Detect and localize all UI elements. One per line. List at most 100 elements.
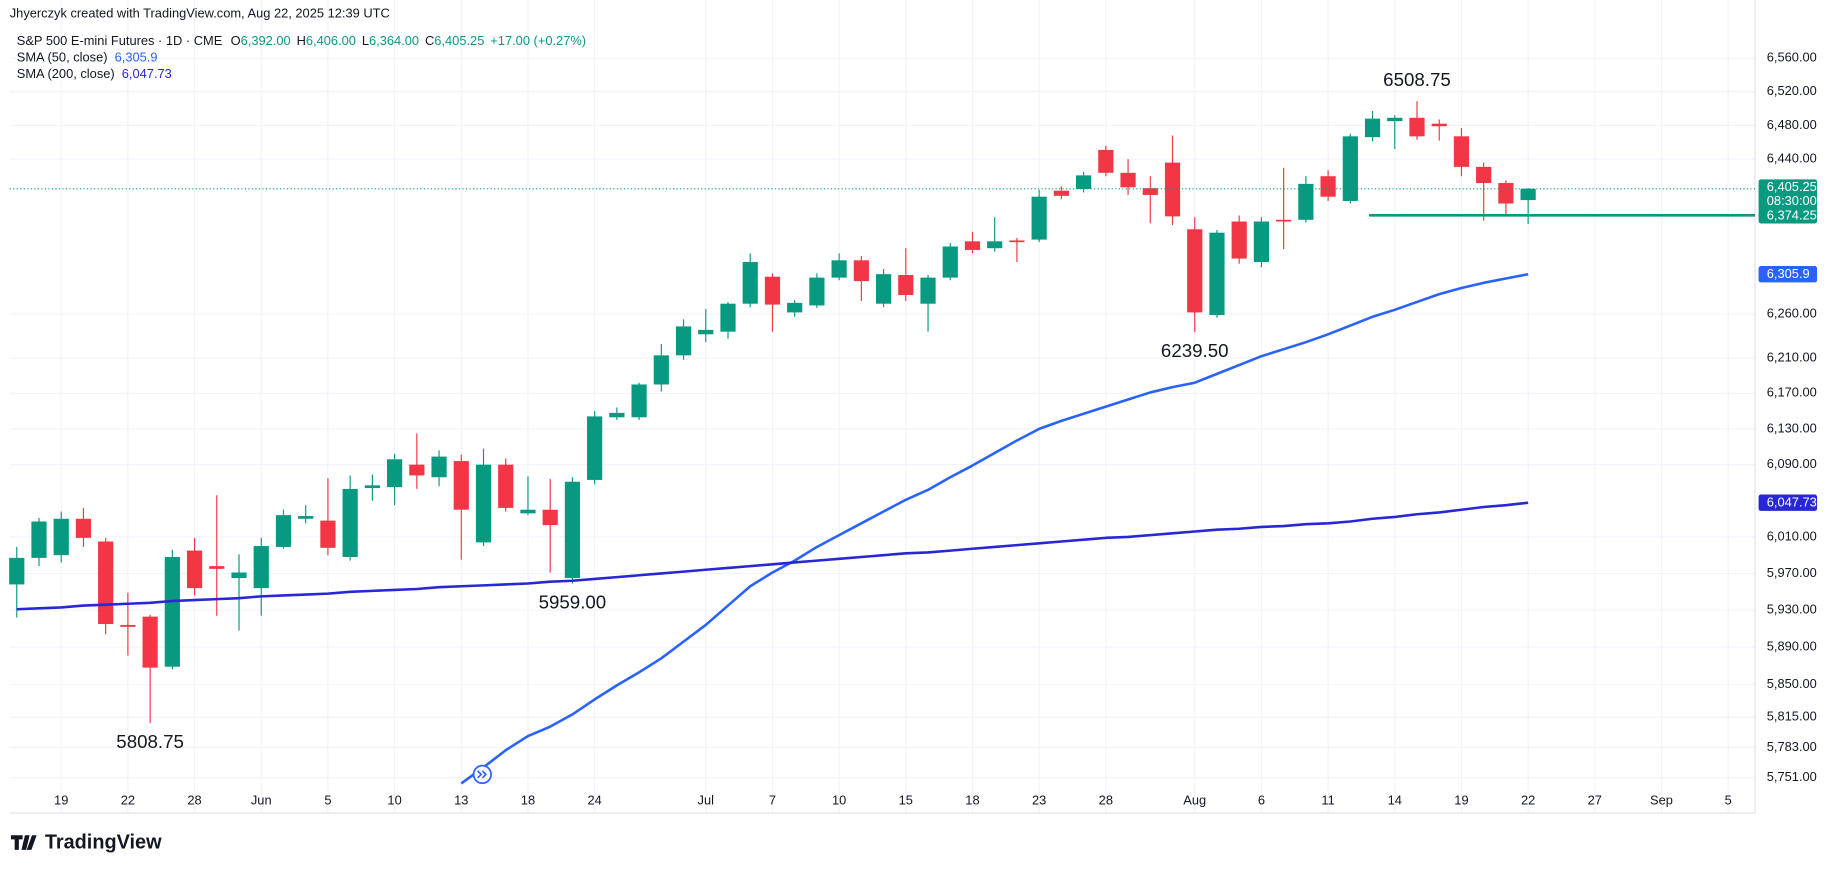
candle-body: [987, 241, 1003, 249]
candle-body: [742, 262, 758, 304]
candle-body: [920, 277, 936, 304]
candle-body: [431, 456, 447, 478]
ohlc-value: 6,392.00: [241, 34, 291, 49]
candle-body: [1031, 196, 1047, 240]
candle-body: [1431, 123, 1447, 127]
candle-body: [631, 384, 647, 418]
candle-body: [1142, 188, 1158, 195]
candle-body: [275, 515, 292, 547]
sma-line: [460, 272, 1529, 785]
candle-body: [1231, 221, 1247, 259]
hline-label: 6,374.25: [1767, 207, 1817, 222]
candle-body: [1298, 183, 1314, 220]
candle-body: [98, 541, 114, 625]
candle-body: [1253, 221, 1270, 263]
x-tick-label: 18: [965, 793, 979, 808]
change: +17.00 (+0.27%): [490, 34, 586, 49]
x-tick-label: 18: [521, 793, 535, 808]
candle-body: [1520, 188, 1536, 201]
brand-name: TradingView: [45, 832, 162, 854]
candle-body: [1276, 219, 1292, 222]
x-tick-label: 28: [187, 793, 201, 808]
candle-body: [142, 616, 158, 668]
price-annotation: 5808.75: [116, 731, 184, 752]
candle-body: [675, 326, 692, 356]
y-tick-label: 6,440.00: [1767, 151, 1817, 166]
y-tick-label: 6,260.00: [1767, 306, 1817, 321]
candle-body: [1009, 240, 1025, 243]
ohlc-key: L: [362, 34, 369, 49]
candle-body: [875, 274, 892, 304]
candle-body: [1409, 117, 1425, 137]
candle-body: [898, 275, 914, 295]
y-tick-label: 6,090.00: [1767, 456, 1817, 471]
candle-body: [1120, 172, 1136, 188]
candle-body: [1476, 166, 1492, 184]
candle-body: [298, 516, 314, 519]
y-tick-label: 5,751.00: [1767, 769, 1817, 784]
y-tick-label: 6,560.00: [1767, 50, 1817, 65]
sma-line: [16, 501, 1529, 611]
x-tick-label: 5: [324, 793, 331, 808]
x-tick-label: 19: [1454, 793, 1468, 808]
x-tick-label: 19: [54, 793, 68, 808]
price-annotation: 5959.00: [539, 591, 607, 612]
price-annotation: 6508.75: [1383, 69, 1451, 90]
symbol: S&P 500 E-mini Futures · 1D · CME: [17, 34, 223, 49]
candle-body: [764, 276, 781, 305]
candle-body: [453, 461, 469, 510]
candle-body: [1209, 232, 1225, 316]
candle-body: [964, 241, 981, 250]
alert-icon: [472, 764, 492, 785]
y-tick-label: 5,783.00: [1767, 739, 1817, 754]
candle-body: [364, 485, 380, 489]
legend-main: S&P 500 E-mini Futures · 1D · CME O6,392…: [17, 34, 586, 49]
price-annotation: 6239.50: [1161, 340, 1229, 361]
candle-body: [809, 277, 825, 306]
sma-value-label: 6,047.73: [1767, 495, 1817, 510]
legend-value: 6,047.73: [122, 66, 172, 81]
y-tick-label: 5,890.00: [1767, 639, 1817, 654]
x-tick-label: 22: [121, 793, 135, 808]
legend-value: 6,305.9: [115, 50, 158, 65]
ohlc-value: 6,406.00: [306, 34, 356, 49]
y-tick-label: 6,010.00: [1767, 528, 1817, 543]
candle-body: [1453, 136, 1470, 167]
candle-body: [409, 464, 425, 476]
sma-value-label: 6,305.9: [1767, 266, 1810, 281]
last-price-label: 6,405.25: [1767, 179, 1817, 194]
x-tick-label: Aug: [1183, 793, 1206, 808]
y-tick-label: 5,930.00: [1767, 602, 1817, 617]
candle-body: [698, 329, 714, 335]
x-tick-label: 27: [1588, 793, 1602, 808]
candle-body: [1498, 183, 1514, 204]
y-tick-label: 6,130.00: [1767, 420, 1817, 435]
candle-body: [1320, 176, 1336, 197]
candle-body: [1187, 229, 1203, 313]
ohlc-key: H: [297, 34, 306, 49]
brand: TradingView: [10, 832, 162, 854]
candle-body: [1364, 118, 1381, 138]
candle-body: [120, 624, 136, 627]
x-tick-label: 6: [1258, 793, 1265, 808]
candle-body: [831, 260, 847, 278]
candle-body: [1098, 149, 1114, 173]
candle-body: [942, 246, 958, 278]
candle-body: [209, 566, 225, 569]
x-tick-label: 11: [1321, 793, 1334, 808]
alert-icon-arrow: [477, 770, 488, 779]
candle-body: [653, 355, 669, 385]
y-tick-label: 6,480.00: [1767, 117, 1817, 132]
credit: Jhyerczyk created with TradingView.com, …: [10, 5, 390, 20]
sma-value-box: [1758, 494, 1818, 511]
y-tick-label: 5,815.00: [1767, 709, 1817, 724]
x-tick-label: Jun: [251, 793, 272, 808]
x-tick-label: 10: [832, 793, 846, 808]
ohlc-key: O: [231, 34, 241, 49]
x-tick-label: 22: [1521, 793, 1535, 808]
x-tick-label: Jul: [698, 793, 714, 808]
x-tick-label: 7: [769, 793, 776, 808]
candle-body: [787, 302, 803, 313]
legend-sma200: SMA (200, close) 6,047.73: [17, 66, 172, 81]
candle-body: [475, 464, 492, 543]
